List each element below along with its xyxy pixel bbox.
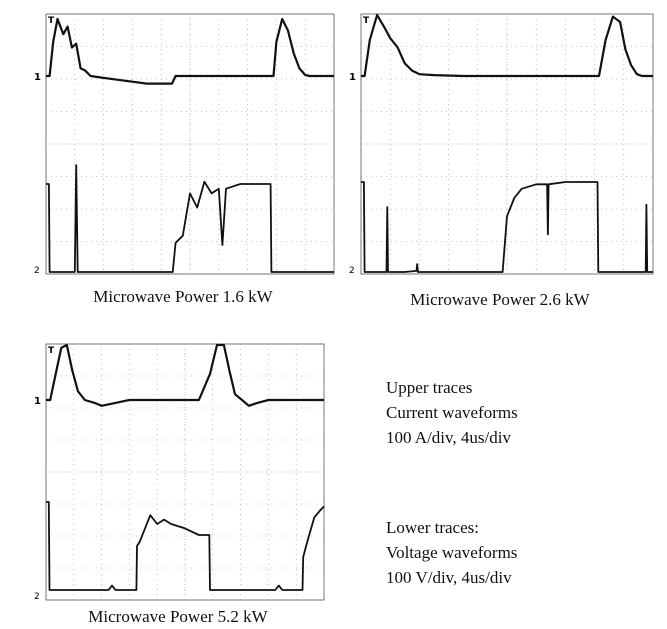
oscilloscope-1.6kW: T 1 2: [34, 13, 335, 276]
scope-panel-2: T 1 2: [343, 8, 657, 280]
trigger-marker: T: [48, 346, 55, 356]
legend-lower-line2: 100 V/div, 4us/div: [386, 568, 512, 587]
caption-2.6kW: Microwave Power 2.6 kW: [410, 290, 590, 309]
legend-upper-line2: 100 A/div, 4us/div: [386, 428, 511, 447]
channel-1-marker: 1: [349, 72, 356, 83]
caption-5.2kW: Microwave Power 5.2 kW: [88, 607, 268, 626]
scope-panel-3: T 1 2: [28, 338, 328, 606]
voltage-trace: [46, 501, 325, 591]
legend-lower-line1: Voltage waveforms: [386, 543, 518, 562]
voltage-trace: [46, 164, 334, 273]
voltage-trace: [361, 181, 653, 273]
oscilloscope-2.6kW: T 1 2: [349, 13, 654, 276]
legend-lower-traces: Lower traces: Voltage waveforms 100 V/di…: [386, 515, 517, 590]
channel-1-marker: 1: [34, 72, 41, 83]
trigger-marker: T: [48, 16, 55, 26]
legend-lower-title: Lower traces:: [386, 518, 479, 537]
current-trace: [46, 17, 334, 85]
legend-upper-line1: Current waveforms: [386, 403, 518, 422]
legend-upper-title: Upper traces: [386, 378, 473, 397]
trigger-marker: T: [363, 16, 370, 26]
scope-panel-1: T 1 2: [28, 8, 338, 280]
channel-2-marker: 2: [34, 266, 40, 276]
oscilloscope-5.2kW: T 1 2: [34, 343, 325, 602]
channel-2-marker: 2: [34, 592, 40, 602]
legend-upper-traces: Upper traces Current waveforms 100 A/div…: [386, 375, 518, 450]
caption-1.6kW: Microwave Power 1.6 kW: [93, 287, 273, 306]
channel-2-marker: 2: [349, 266, 355, 276]
current-trace: [46, 343, 324, 407]
current-trace: [361, 13, 653, 78]
channel-1-marker: 1: [34, 396, 41, 407]
